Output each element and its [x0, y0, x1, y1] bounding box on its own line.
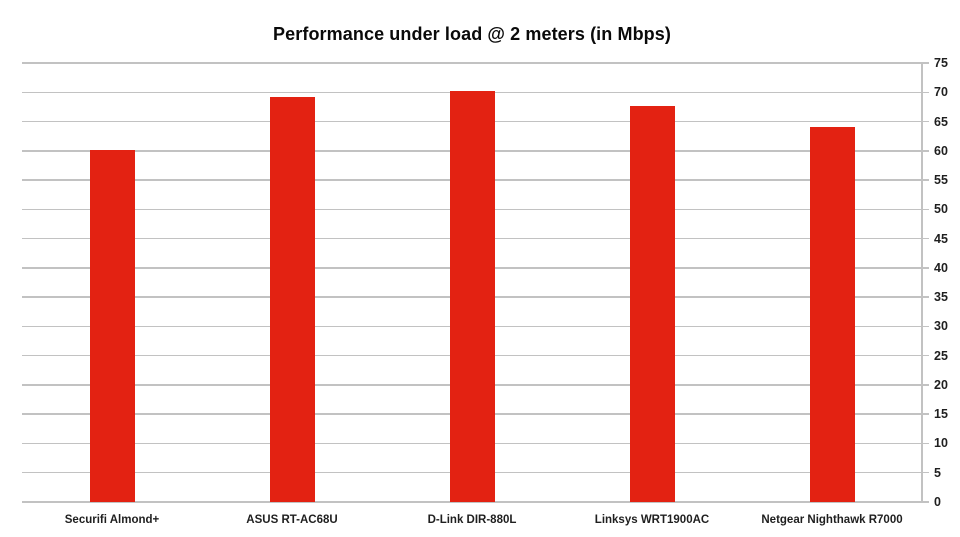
y-axis-tick — [922, 150, 929, 152]
y-axis-tick — [922, 384, 929, 386]
y-axis-tick-label: 0 — [934, 494, 941, 509]
x-category-label: Securifi Almond+ — [64, 514, 160, 526]
y-axis-tick-label: 35 — [934, 289, 948, 304]
y-axis-tick-label: 30 — [934, 319, 948, 334]
y-axis-tick — [922, 237, 929, 240]
bar — [89, 149, 135, 502]
bar — [629, 105, 675, 502]
y-axis-tick — [922, 120, 929, 123]
gridline — [22, 62, 922, 64]
chart-title: Performance under load @ 2 meters (in Mb… — [273, 24, 671, 44]
y-axis-tick — [922, 471, 929, 474]
bar — [269, 96, 315, 502]
y-axis-tick-label: 25 — [934, 348, 948, 363]
y-axis-tick-label: 15 — [934, 406, 948, 421]
x-category-label: Netgear Nighthawk R7000 — [761, 514, 903, 526]
y-axis-line — [921, 63, 923, 502]
y-axis-tick-label: 20 — [934, 377, 948, 392]
y-axis-tick — [922, 91, 929, 94]
x-category-label: Linksys WRT1900AC — [594, 514, 710, 526]
y-axis-tick-label: 45 — [934, 231, 948, 246]
gridline — [22, 501, 922, 503]
x-category-label: D-Link DIR-880L — [427, 514, 517, 526]
y-axis-tick — [922, 413, 929, 415]
y-axis-tick-label: 40 — [934, 260, 948, 275]
y-axis-tick — [922, 208, 929, 211]
y-axis-tick — [922, 325, 929, 328]
y-axis-tick-label: 75 — [934, 55, 948, 70]
bar — [809, 127, 855, 502]
y-axis-tick-label: 10 — [934, 436, 948, 451]
y-axis-tick-label: 65 — [934, 114, 948, 129]
y-axis-tick — [922, 354, 929, 357]
y-axis-tick — [922, 442, 929, 445]
y-axis-tick — [922, 296, 929, 298]
y-axis-tick-label: 55 — [934, 172, 948, 187]
y-axis-tick — [922, 62, 929, 64]
y-axis-tick-label: 60 — [934, 143, 948, 158]
y-axis-tick — [922, 501, 929, 503]
y-axis-tick — [922, 179, 929, 181]
y-axis-tick-label: 50 — [934, 202, 948, 217]
y-axis-tick — [922, 267, 929, 269]
y-axis-tick-label: 5 — [934, 465, 941, 480]
bar — [449, 90, 495, 502]
y-axis-tick-label: 70 — [934, 85, 948, 100]
x-category-label: ASUS RT-AC68U — [246, 514, 338, 526]
